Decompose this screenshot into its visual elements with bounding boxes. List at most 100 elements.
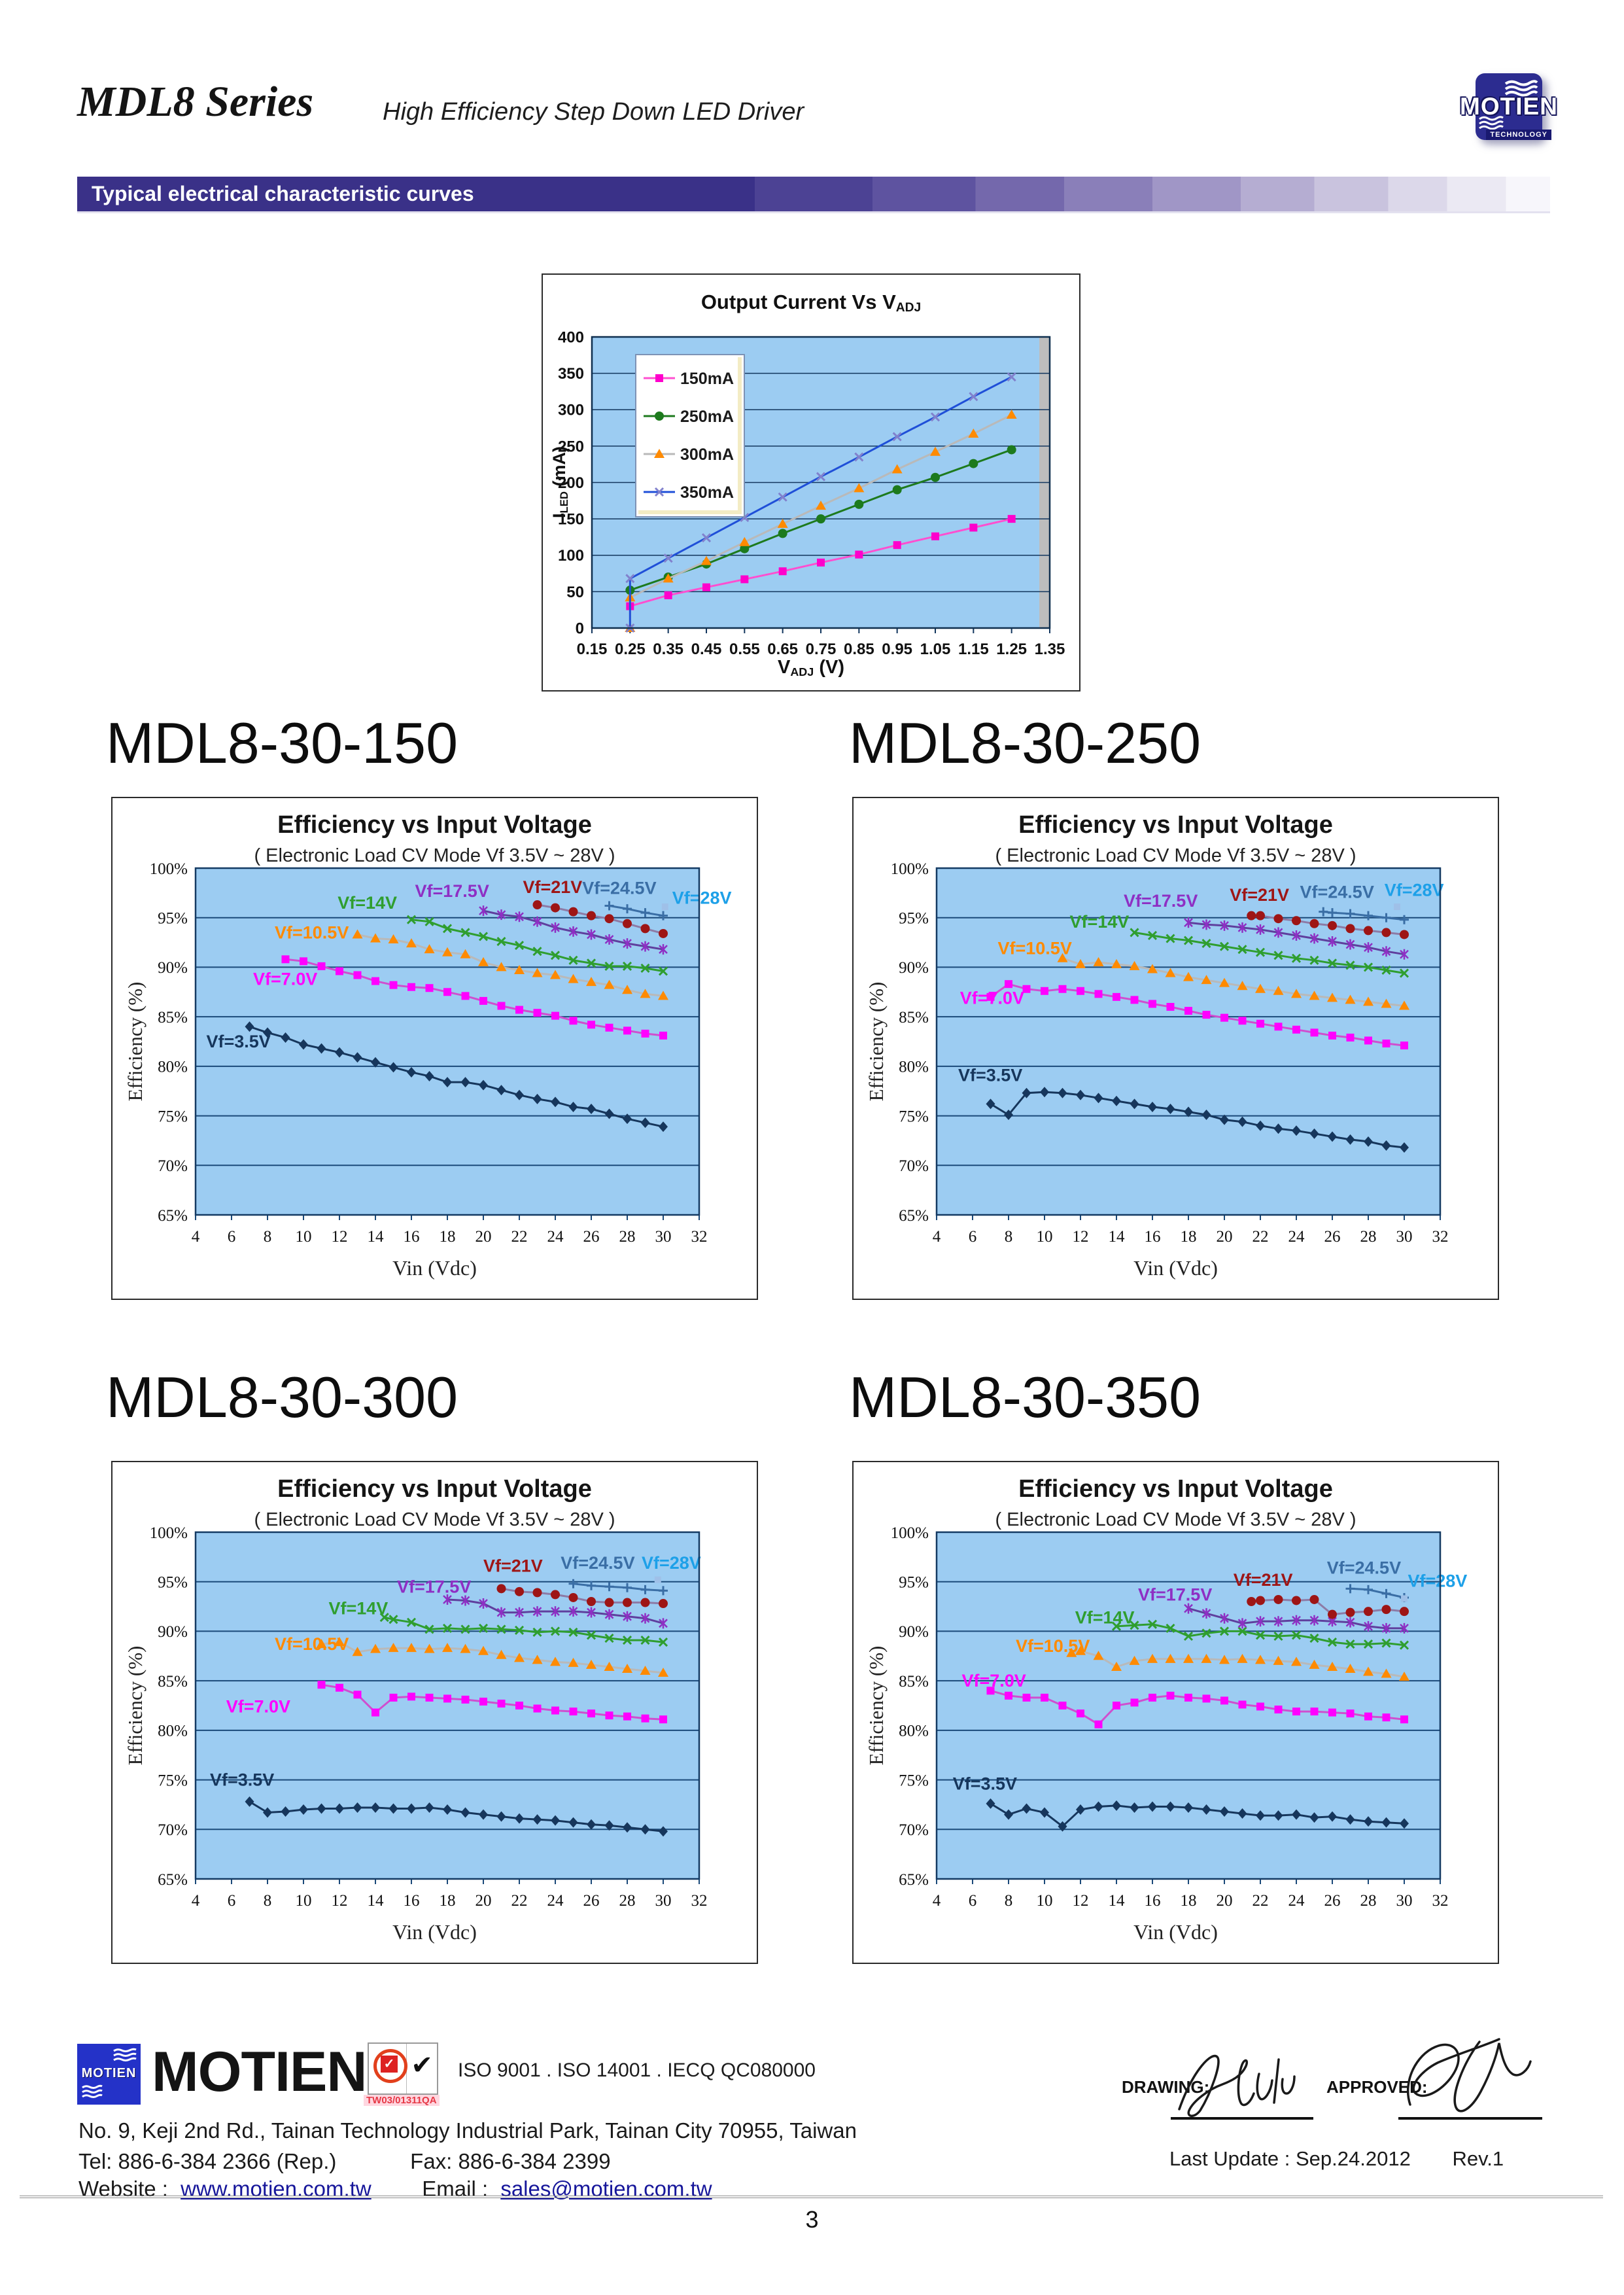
page-number: 3 — [805, 2206, 819, 2233]
svg-text:Vf=24.5V: Vf=24.5V — [561, 1553, 634, 1573]
certification-badge: ✓ ✔ — [368, 2042, 438, 2095]
svg-text:0.35: 0.35 — [653, 640, 683, 658]
svg-text:0.95: 0.95 — [882, 640, 912, 658]
logo-square — [1476, 73, 1542, 140]
svg-text:100%: 100% — [891, 860, 929, 878]
svg-text:70%: 70% — [158, 1821, 188, 1839]
svg-text:10: 10 — [296, 1892, 312, 1910]
svg-text:Vf=28V: Vf=28V — [672, 888, 732, 908]
svg-text:10: 10 — [296, 1228, 312, 1246]
check-icon: ✓ — [381, 2056, 398, 2073]
svg-text:70%: 70% — [158, 1157, 188, 1175]
svg-text:95%: 95% — [899, 1573, 929, 1591]
fax: Fax: 886-6-384 2399 — [410, 2149, 611, 2173]
svg-text:12: 12 — [332, 1228, 348, 1246]
svg-text:Vf=3.5V: Vf=3.5V — [207, 1032, 271, 1051]
svg-text:350mA: 350mA — [680, 483, 734, 502]
svg-text:18: 18 — [440, 1228, 456, 1246]
svg-text:75%: 75% — [158, 1108, 188, 1125]
revision: Rev.1 — [1452, 2147, 1504, 2170]
svg-text:14: 14 — [1109, 1228, 1126, 1246]
x-axis-label: Vin (Vdc) — [392, 1256, 477, 1280]
svg-text:400: 400 — [558, 328, 584, 346]
svg-text:90%: 90% — [158, 959, 188, 977]
svg-text:150mA: 150mA — [680, 370, 734, 388]
document-title: MDL8 Series — [77, 78, 314, 126]
svg-text:65%: 65% — [158, 1871, 188, 1889]
telephone: Tel: 886-6-384 2366 (Rep.) — [78, 2149, 337, 2173]
svg-text:26: 26 — [583, 1228, 600, 1246]
svg-text:Vf=7.0V: Vf=7.0V — [962, 1671, 1026, 1691]
svg-text:32: 32 — [691, 1892, 708, 1910]
svg-text:Vf=17.5V: Vf=17.5V — [1138, 1585, 1212, 1604]
svg-text:0: 0 — [576, 620, 584, 637]
svg-text:4: 4 — [933, 1892, 941, 1910]
svg-text:Vf=28V: Vf=28V — [642, 1553, 701, 1573]
svg-text:8: 8 — [264, 1228, 272, 1246]
svg-text:100%: 100% — [150, 1524, 188, 1542]
svg-text:95%: 95% — [899, 909, 929, 927]
svg-text:24: 24 — [547, 1228, 564, 1246]
y-axis-label: Efficiency (%) — [865, 1645, 888, 1766]
x-axis-label: VADJ (V) — [777, 657, 844, 678]
approved-label: APPROVED: — [1326, 2077, 1428, 2097]
x-axis-label: Vin (Vdc) — [1133, 1256, 1218, 1280]
svg-text:75%: 75% — [899, 1772, 929, 1789]
y-axis-label: Efficiency (%) — [124, 1645, 147, 1766]
svg-text:Vf=7.0V: Vf=7.0V — [253, 970, 317, 989]
svg-text:Vf=21V: Vf=21V — [523, 877, 583, 897]
footer-logo-brand: MOTIEN — [81, 2066, 137, 2080]
svg-text:80%: 80% — [158, 1059, 188, 1076]
svg-text:32: 32 — [1432, 1228, 1449, 1246]
svg-text:Vf=24.5V: Vf=24.5V — [582, 878, 656, 898]
chart-subtitle: ( Electronic Load CV Mode Vf 3.5V ~ 28V … — [995, 845, 1356, 866]
svg-text:30: 30 — [1396, 1228, 1413, 1246]
svg-text:20: 20 — [475, 1892, 492, 1910]
cert-ring-icon — [373, 2049, 407, 2083]
svg-text:12: 12 — [1073, 1892, 1089, 1910]
chart-subtitle: ( Electronic Load CV Mode Vf 3.5V ~ 28V … — [254, 1509, 615, 1530]
svg-text:28: 28 — [619, 1892, 636, 1910]
heading-mdl8-30-250: MDL8-30-250 — [849, 710, 1201, 775]
y-axis-label: ILED (mA) — [549, 446, 570, 518]
heading-mdl8-30-150: MDL8-30-150 — [106, 710, 458, 775]
y-axis-label: Efficiency (%) — [865, 981, 888, 1102]
svg-text:24: 24 — [547, 1892, 564, 1910]
svg-text:50: 50 — [566, 584, 584, 601]
svg-text:Vf=14V: Vf=14V — [1070, 912, 1130, 932]
document-subtitle: High Efficiency Step Down LED Driver — [383, 98, 804, 126]
svg-text:26: 26 — [583, 1892, 600, 1910]
y-axis-label: Efficiency (%) — [124, 981, 147, 1102]
chart-mdl8-30-300: 65% 70% 75% 80% 85% 90% 95% 100% 4 6 8 10 12 14 16 18 20… — [111, 1461, 758, 1964]
chart-mdl8-30-250: 65% 70% 75% 80% 85% 90% 95% 100% 4 6 8 10 12 14 16 18 20… — [852, 797, 1499, 1300]
svg-text:22: 22 — [1253, 1892, 1269, 1910]
motien-logo: MOTIEN TECHNOLOGY — [1460, 72, 1557, 149]
svg-text:Vf=10.5V: Vf=10.5V — [275, 923, 349, 943]
svg-text:Vf=10.5V: Vf=10.5V — [1016, 1636, 1090, 1656]
svg-text:90%: 90% — [158, 1623, 188, 1641]
svg-text:Vf=21V: Vf=21V — [1234, 1570, 1293, 1590]
chart-mdl8-30-150: 65% 70% 75% 80% 85% 90% 95% 100% 4 6 8 10 12 14 16 18 20… — [111, 797, 758, 1300]
svg-text:16: 16 — [1145, 1228, 1161, 1246]
section-banner: Typical electrical characteristic curves — [77, 177, 1550, 213]
svg-text:0.75: 0.75 — [806, 640, 837, 658]
svg-text:1.25: 1.25 — [996, 640, 1027, 658]
svg-text:90%: 90% — [899, 1623, 929, 1641]
svg-text:18: 18 — [1181, 1892, 1197, 1910]
svg-text:0.85: 0.85 — [844, 640, 874, 658]
efficiency-chart-canvas: 65% 70% 75% 80% 85% 90% 95% 100% 4 6 8 10 12 14 16 18 20… — [150, 1524, 708, 1910]
svg-text:Vf=28V: Vf=28V — [1385, 880, 1444, 900]
company-address: No. 9, Keji 2nd Rd., Tainan Technology I… — [78, 2118, 857, 2143]
wave-icon — [82, 2084, 103, 2098]
svg-text:1.05: 1.05 — [920, 640, 951, 658]
efficiency-chart-canvas: 65% 70% 75% 80% 85% 90% 95% 100% 4 6 8 10 12 14 16 18 20… — [891, 1524, 1468, 1910]
svg-text:0.65: 0.65 — [767, 640, 798, 658]
svg-text:75%: 75% — [158, 1772, 188, 1789]
svg-text:24: 24 — [1288, 1228, 1305, 1246]
svg-text:85%: 85% — [158, 1673, 188, 1691]
svg-text:12: 12 — [1073, 1228, 1089, 1246]
svg-text:8: 8 — [1005, 1228, 1013, 1246]
svg-text:32: 32 — [691, 1228, 708, 1246]
svg-text:22: 22 — [511, 1228, 528, 1246]
